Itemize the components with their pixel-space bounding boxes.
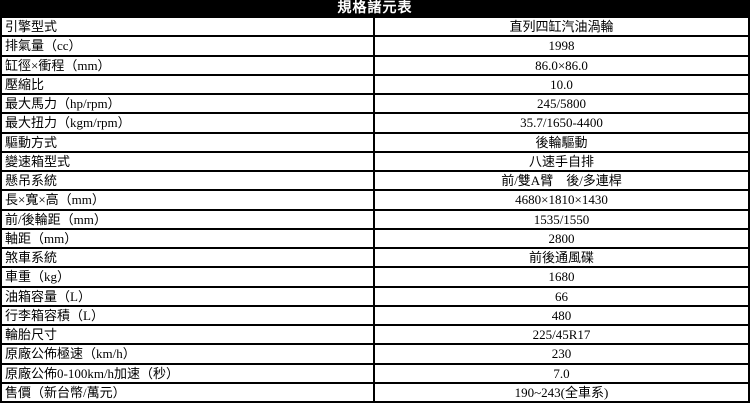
spec-value: 前後通風碟 <box>528 250 594 265</box>
spec-label: 車重（kg） <box>2 268 375 286</box>
spec-value: 直列四缸汽油渦輪 <box>509 19 614 34</box>
spec-value: 1998 <box>548 38 575 54</box>
spec-label: 輪胎尺寸 <box>2 326 375 344</box>
table-row: 最大馬力（hp/rpm） 245/5800 <box>2 95 748 115</box>
spec-value: 7.0 <box>553 365 570 381</box>
spec-value: 1535/1550 <box>533 211 590 227</box>
spec-value: 八速手自排 <box>528 153 594 169</box>
table-row: 懸吊系統 前/雙A臂 後/多連桿 <box>2 172 748 192</box>
spec-value: 4680×1810×1430 <box>515 192 608 208</box>
table-row: 引擎型式 直列四缸汽油渦輪 <box>2 18 748 38</box>
spec-value: 66 <box>555 288 568 304</box>
spec-label: 售價（新台幣/萬元） <box>2 383 375 401</box>
spec-value: 86.0×86.0 <box>535 57 588 73</box>
spec-value: 480 <box>551 307 572 323</box>
spec-value: 前/雙A臂 後/多連桿 <box>501 173 622 188</box>
spec-value: 2800 <box>548 230 575 246</box>
table-row: 原廠公佈0-100km/h加速（秒） 7.0 <box>2 364 748 384</box>
table-row: 原廠公佈極速（km/h） 230 <box>2 345 748 365</box>
table-row: 變速箱型式 八速手自排 <box>2 152 748 172</box>
table-row: 煞車系統 前後通風碟 <box>2 249 748 269</box>
spec-label: 懸吊系統 <box>2 172 375 190</box>
spec-value: 35.7/1650-4400 <box>520 115 603 131</box>
table-row: 排氣量（cc） 1998 <box>2 37 748 57</box>
table-row: 缸徑×衝程（mm） 86.0×86.0 <box>2 56 748 76</box>
spec-label: 軸距（mm） <box>2 229 375 247</box>
spec-label: 缸徑×衝程（mm） <box>2 56 375 74</box>
spec-value: 後輪驅動 <box>535 134 588 150</box>
spec-value: 10.0 <box>550 76 573 92</box>
table-row: 壓縮比 10.0 <box>2 75 748 95</box>
spec-label: 行李箱容積（L） <box>2 306 375 324</box>
spec-label: 最大馬力（hp/rpm） <box>2 95 375 113</box>
spec-label: 排氣量（cc） <box>2 37 375 55</box>
table-row: 驅動方式 後輪驅動 <box>2 133 748 153</box>
spec-value: 1680 <box>548 269 575 285</box>
spec-value: 230 <box>551 346 572 362</box>
spec-label: 最大扭力（kgm/rpm） <box>2 114 375 132</box>
spec-value: 190~243(全車系) <box>514 384 609 400</box>
table-row: 售價（新台幣/萬元） 190~243(全車系) <box>2 383 748 401</box>
table-row: 軸距（mm） 2800 <box>2 229 748 249</box>
spec-label: 油箱容量（L） <box>2 287 375 305</box>
spec-table: 引擎型式 直列四缸汽油渦輪 排氣量（cc） 1998 缸徑×衝程（mm） 86.… <box>0 18 750 403</box>
spec-label: 前/後輪距（mm） <box>2 210 375 228</box>
table-row: 行李箱容積（L） 480 <box>2 306 748 326</box>
spec-label: 原廠公佈0-100km/h加速（秒） <box>2 364 375 382</box>
spec-value: 225/45R17 <box>532 327 591 342</box>
spec-label: 驅動方式 <box>2 133 375 151</box>
spec-label: 長×寬×高（mm） <box>2 191 375 209</box>
spec-label: 原廠公佈極速（km/h） <box>2 345 375 363</box>
table-row: 油箱容量（L） 66 <box>2 287 748 307</box>
spec-label: 變速箱型式 <box>2 152 375 170</box>
table-row: 車重（kg） 1680 <box>2 268 748 288</box>
spec-label: 壓縮比 <box>2 75 375 93</box>
spec-label: 引擎型式 <box>2 18 375 36</box>
spec-label: 煞車系統 <box>2 249 375 267</box>
table-row: 長×寬×高（mm） 4680×1810×1430 <box>2 191 748 211</box>
table-row: 最大扭力（kgm/rpm） 35.7/1650-4400 <box>2 114 748 134</box>
table-row: 前/後輪距（mm） 1535/1550 <box>2 210 748 230</box>
spec-value: 245/5800 <box>536 96 587 111</box>
table-title: 規格諸元表 <box>0 0 750 18</box>
table-row: 輪胎尺寸 225/45R17 <box>2 326 748 346</box>
